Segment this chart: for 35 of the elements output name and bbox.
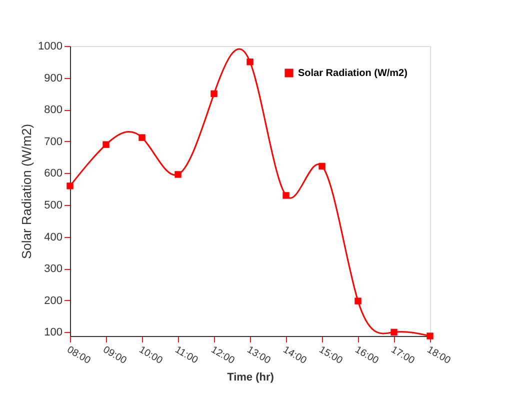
y-tick-label: 400 xyxy=(44,231,62,244)
x-tick-label: 11:00 xyxy=(173,344,200,366)
point xyxy=(174,171,182,178)
x-tick-label: 10:00 xyxy=(137,344,165,367)
point xyxy=(354,298,362,304)
x-tick-label: 18:00 xyxy=(425,344,453,367)
point xyxy=(426,332,434,340)
y-tick-label: 500 xyxy=(44,199,62,212)
y-tick-label: 300 xyxy=(44,263,62,276)
y-tick-label: 800 xyxy=(44,104,62,116)
point xyxy=(390,328,398,336)
x-tick-label: 13:00 xyxy=(245,344,273,367)
legend-label: Solar Radiation (W/m2) xyxy=(298,68,408,79)
x-axis-title: Time (hr) xyxy=(227,372,274,384)
x-tick-label: 12:00 xyxy=(209,344,237,367)
point xyxy=(138,134,146,141)
x-tick-label: 08:00 xyxy=(65,344,93,367)
y-tick-label: 100 xyxy=(44,326,62,339)
y-tick-label: 700 xyxy=(44,136,62,148)
point xyxy=(102,141,110,148)
y-tick-label: 200 xyxy=(44,294,62,307)
y-tick-label: 600 xyxy=(44,168,62,180)
x-tick-label: 17:00 xyxy=(389,344,417,367)
point xyxy=(210,90,218,98)
point xyxy=(282,192,290,199)
point xyxy=(66,182,74,190)
point xyxy=(318,162,326,170)
y-tick-label: 900 xyxy=(44,72,62,84)
y-axis-title: Solar Radiation (W/m2) xyxy=(19,124,34,260)
y-tick-label: 1000 xyxy=(38,40,62,52)
x-tick-label: 09:00 xyxy=(101,344,129,367)
x-tick-label: 16:00 xyxy=(353,344,381,367)
point xyxy=(246,58,254,66)
x-tick-label: 15:00 xyxy=(317,344,345,367)
x-tick-label: 14:00 xyxy=(281,344,309,367)
